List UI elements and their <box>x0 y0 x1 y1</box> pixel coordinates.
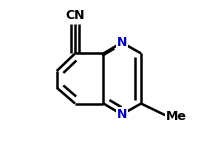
Text: CN: CN <box>65 9 85 22</box>
Text: N: N <box>117 36 127 49</box>
Text: Me: Me <box>166 110 187 123</box>
Text: N: N <box>117 108 127 121</box>
